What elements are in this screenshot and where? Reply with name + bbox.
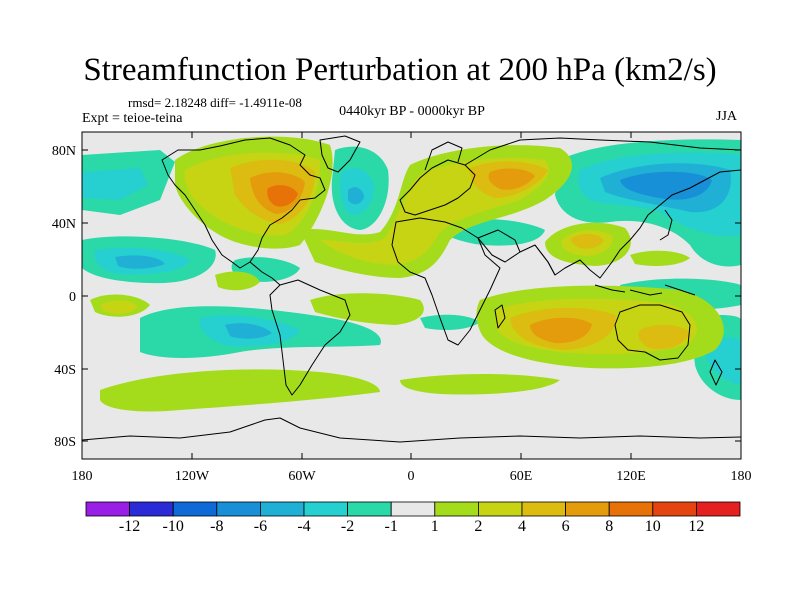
north-atlantic-negative-inner	[348, 187, 364, 205]
lat-label-40n: 40N	[52, 217, 76, 232]
season-label: JJA	[716, 109, 738, 124]
lon-label-180w: 180	[72, 469, 93, 484]
colorbar-box-7	[390, 501, 436, 517]
colorbar-label-4: -4	[297, 518, 310, 535]
colorbar-label-7: 1	[431, 518, 439, 535]
colorbar-box-3	[216, 501, 261, 517]
south-atlantic-positive	[310, 293, 424, 325]
australia-positive-4	[638, 324, 690, 350]
colorbar-box-0	[85, 501, 130, 517]
contour-fill-layer	[82, 136, 741, 412]
southern-ocean-negative	[420, 314, 480, 330]
colorbar-label-10: 6	[562, 518, 570, 535]
south-pacific-negative-inner	[225, 323, 272, 339]
lat-label-80s: 80S	[54, 435, 76, 450]
colorbar-label-5: -2	[341, 518, 354, 535]
lat-label-80n: 80N	[52, 144, 76, 159]
colorbar-label-6: -1	[385, 518, 398, 535]
south-pacific-positive-2	[100, 300, 138, 315]
colorbar-label-13: 12	[688, 518, 704, 535]
europe-coast	[399, 159, 476, 216]
indonesia-coast	[594, 284, 696, 296]
experiment-label: Expt = teioe-teina	[82, 111, 183, 126]
central-america-coast	[249, 261, 281, 286]
lon-label-120e: 120E	[616, 469, 646, 484]
canada-positive-8	[267, 185, 298, 207]
japan-coast	[659, 209, 673, 241]
lon-label-60w: 60W	[288, 469, 316, 484]
colorbar-box-8	[434, 501, 479, 517]
coastlines	[82, 135, 741, 443]
negative-anomalies	[82, 139, 741, 400]
japan-positive-4	[571, 234, 604, 249]
north-america-coast	[161, 137, 326, 269]
time-period-label: 0440kyr BP - 0000kyr BP	[339, 104, 485, 119]
india-coast	[534, 244, 556, 276]
longitude-axis: 180 120W 60W 0 60E 120E 180	[72, 132, 752, 484]
colorbar: -12 -10 -8 -6 -4 -2 -1 1 2 4 6 8 10 12	[85, 501, 741, 535]
north-pacific-negative-core	[82, 168, 148, 200]
positive-anomalies	[90, 136, 724, 412]
colorbar-box-9	[477, 501, 523, 517]
australia-coast	[614, 304, 691, 361]
south-america-coast	[269, 279, 351, 396]
colorbar-box-12	[608, 501, 654, 517]
colorbar-label-8: 2	[474, 518, 482, 535]
north-pacific-positive	[630, 250, 690, 266]
lat-label-eq: 0	[69, 290, 76, 305]
lon-label-0: 0	[408, 469, 415, 484]
lon-label-120w: 120W	[175, 469, 210, 484]
colorbar-box-11	[565, 501, 610, 517]
lon-label-60e: 60E	[510, 469, 533, 484]
colorbar-label-2: -8	[210, 518, 223, 535]
colorbar-box-6	[347, 501, 392, 517]
indian-ocean-positive-6	[530, 317, 592, 344]
asia-negative-center	[620, 171, 712, 200]
greenland-coast	[319, 135, 361, 173]
lat-label-40s: 40S	[54, 363, 76, 378]
colorbar-box-1	[129, 501, 174, 517]
europe-positive-6	[488, 168, 535, 190]
colorbar-box-5	[303, 501, 348, 517]
colorbar-box-2	[172, 501, 218, 517]
colorbar-label-3: -6	[254, 518, 267, 535]
plot-title: Streamfunction Perturbation at 200 hPa (…	[83, 52, 717, 88]
africa-coast	[391, 217, 501, 346]
colorbar-box-10	[521, 501, 566, 517]
colorbar-box-4	[259, 501, 305, 517]
lon-label-180e: 180	[731, 469, 752, 484]
madagascar-coast	[494, 304, 506, 329]
southern-ocean-positive	[100, 369, 380, 412]
colorbar-label-1: -10	[163, 518, 184, 535]
scandinavia-coast	[424, 141, 463, 171]
colorbar-label-11: 8	[605, 518, 613, 535]
new-zealand-coast	[709, 359, 723, 386]
colorbar-label-0: -12	[119, 518, 140, 535]
antarctica-coast	[82, 417, 741, 443]
colorbar-label-9: 4	[518, 518, 526, 535]
tropical-pacific-negative-inner	[115, 255, 165, 269]
southern-ocean-positive-east	[400, 374, 560, 395]
colorbar-box-13	[652, 501, 697, 517]
colorbar-box-14	[696, 501, 741, 517]
tropical-pacific-positive	[215, 271, 260, 291]
colorbar-label-12: 10	[645, 518, 661, 535]
latitude-axis: 80N 40N 0 40S 80S	[52, 144, 741, 450]
rmsd-diff-stats: rmsd= 2.18248 diff= -1.4911e-08	[128, 95, 302, 110]
